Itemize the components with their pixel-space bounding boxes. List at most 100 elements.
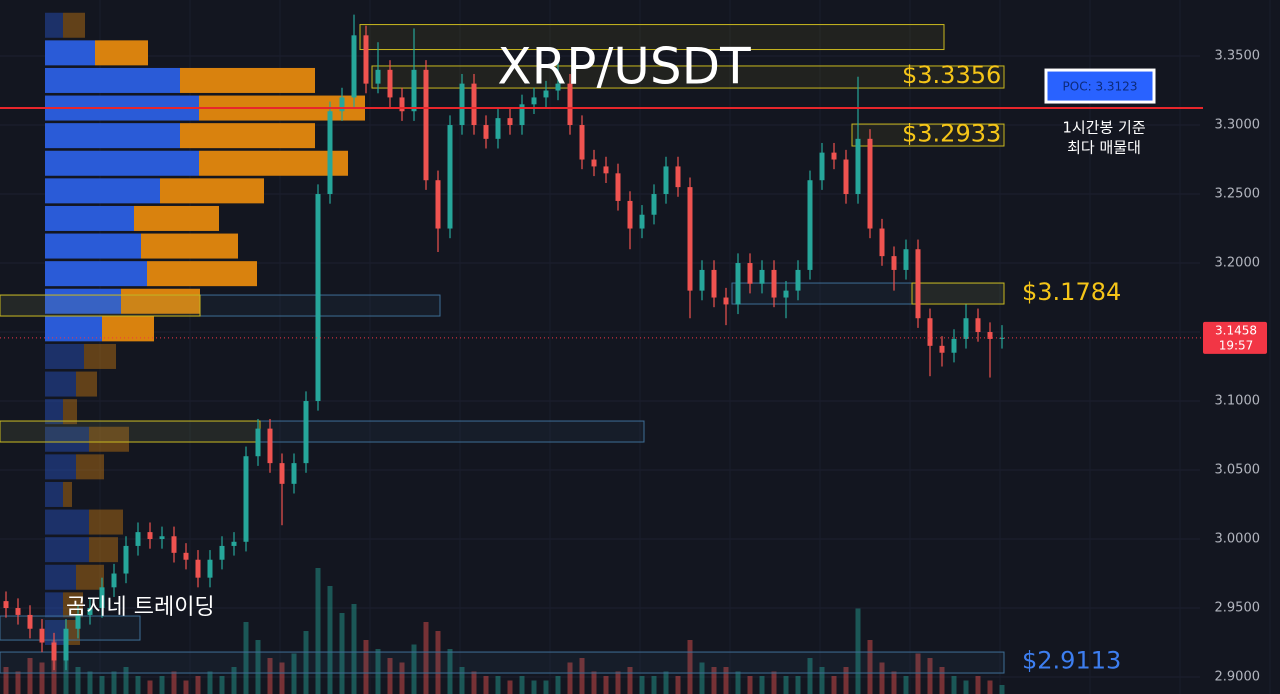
volume-bar bbox=[783, 676, 789, 694]
profile-buy bbox=[45, 399, 63, 425]
candle-body bbox=[387, 69, 393, 98]
candle-body bbox=[675, 166, 681, 188]
level-label: $3.3356 bbox=[902, 61, 1001, 89]
profile-sell bbox=[95, 40, 148, 66]
profile-sell bbox=[134, 205, 219, 231]
profile-buy bbox=[45, 288, 121, 314]
volume-bar bbox=[279, 662, 285, 694]
volume-bar bbox=[615, 671, 621, 694]
profile-buy bbox=[45, 509, 89, 535]
profile-buy bbox=[45, 619, 65, 645]
volume-bar bbox=[543, 680, 549, 694]
candle-body bbox=[459, 83, 465, 126]
candle-body bbox=[543, 90, 549, 98]
level-label: $3.2933 bbox=[902, 119, 1001, 147]
zones bbox=[0, 24, 1005, 674]
volume-bar bbox=[735, 671, 741, 694]
candle-body bbox=[663, 166, 669, 195]
volume-bar bbox=[231, 667, 237, 694]
candle-body bbox=[483, 125, 489, 139]
volume-bar bbox=[423, 622, 429, 694]
candle-body bbox=[507, 118, 513, 126]
candle-body bbox=[27, 614, 33, 629]
candle-body bbox=[603, 166, 609, 174]
profile-sell bbox=[63, 481, 72, 507]
profile-buy bbox=[45, 481, 63, 507]
candle-body bbox=[807, 180, 813, 270]
volume-bar bbox=[351, 604, 357, 694]
y-tick-label: 3.0500 bbox=[1215, 463, 1261, 478]
price-zone bbox=[359, 24, 945, 51]
y-tick-label: 3.2500 bbox=[1215, 187, 1261, 202]
profile-sell bbox=[89, 509, 123, 535]
price-zone bbox=[911, 282, 1005, 305]
candle-body bbox=[867, 138, 873, 229]
candle-body bbox=[291, 463, 297, 484]
price-zone bbox=[0, 651, 1005, 674]
candle-body bbox=[99, 587, 105, 609]
profile-sell bbox=[141, 233, 238, 259]
candle-body bbox=[339, 97, 345, 112]
candle-body bbox=[159, 536, 165, 540]
candle-body bbox=[303, 401, 309, 464]
volume-bar bbox=[699, 662, 705, 694]
candle-body bbox=[531, 97, 537, 105]
candle-body bbox=[555, 83, 561, 91]
profile-buy bbox=[45, 537, 89, 563]
last-price-time: 19:57 bbox=[1219, 338, 1254, 352]
candle-body bbox=[711, 269, 717, 298]
profile-buy bbox=[45, 261, 147, 287]
volume-bar bbox=[399, 662, 405, 694]
profile-buy bbox=[45, 316, 102, 342]
profile-buy bbox=[45, 454, 76, 480]
candle-body bbox=[819, 152, 825, 181]
profile-sell bbox=[76, 371, 97, 397]
candle-body bbox=[879, 228, 885, 257]
volume-bar bbox=[963, 680, 969, 694]
volume-bar bbox=[759, 676, 765, 694]
profile-sell bbox=[84, 343, 116, 369]
profile-sell bbox=[147, 261, 257, 287]
volume-bar bbox=[939, 667, 945, 694]
profile-sell bbox=[199, 150, 348, 176]
volume-bar bbox=[147, 680, 153, 694]
volume-bar bbox=[771, 671, 777, 694]
candle-body bbox=[891, 256, 897, 270]
volume-bar bbox=[15, 671, 21, 694]
candle-body bbox=[39, 628, 45, 643]
candle-body bbox=[699, 269, 705, 291]
level-label: $2.9113 bbox=[1022, 646, 1121, 674]
candle-body bbox=[975, 318, 981, 333]
volume-bar bbox=[255, 640, 261, 694]
volume-bar bbox=[123, 667, 129, 694]
candle-body bbox=[15, 608, 21, 615]
candle-body bbox=[939, 345, 945, 353]
profile-sell bbox=[89, 426, 129, 452]
volume-bar bbox=[843, 667, 849, 694]
volume-bar bbox=[63, 653, 69, 694]
volume-bar bbox=[555, 676, 561, 694]
candle-body bbox=[927, 318, 933, 346]
volume-bar bbox=[27, 658, 33, 694]
candle-body bbox=[279, 463, 285, 484]
candle-body bbox=[639, 214, 645, 229]
price-zone bbox=[0, 420, 645, 443]
profile-buy bbox=[45, 426, 89, 452]
volume-bar bbox=[867, 640, 873, 694]
volume-bar bbox=[855, 608, 861, 694]
volume-bar bbox=[363, 640, 369, 694]
y-tick-label: 2.9500 bbox=[1215, 601, 1261, 616]
candle-body bbox=[495, 118, 501, 139]
chart-title: XRP/USDT bbox=[497, 38, 751, 96]
volume-bar bbox=[687, 640, 693, 694]
candle-body bbox=[435, 180, 441, 229]
volume-bar bbox=[903, 676, 909, 694]
profile-sell bbox=[63, 12, 85, 38]
poc-box bbox=[1044, 68, 1156, 104]
candle-body bbox=[999, 337, 1005, 339]
profile-sell bbox=[160, 178, 264, 204]
y-tick-label: 2.9000 bbox=[1215, 670, 1261, 685]
volume-bar bbox=[639, 676, 645, 694]
volume-bar bbox=[567, 662, 573, 694]
